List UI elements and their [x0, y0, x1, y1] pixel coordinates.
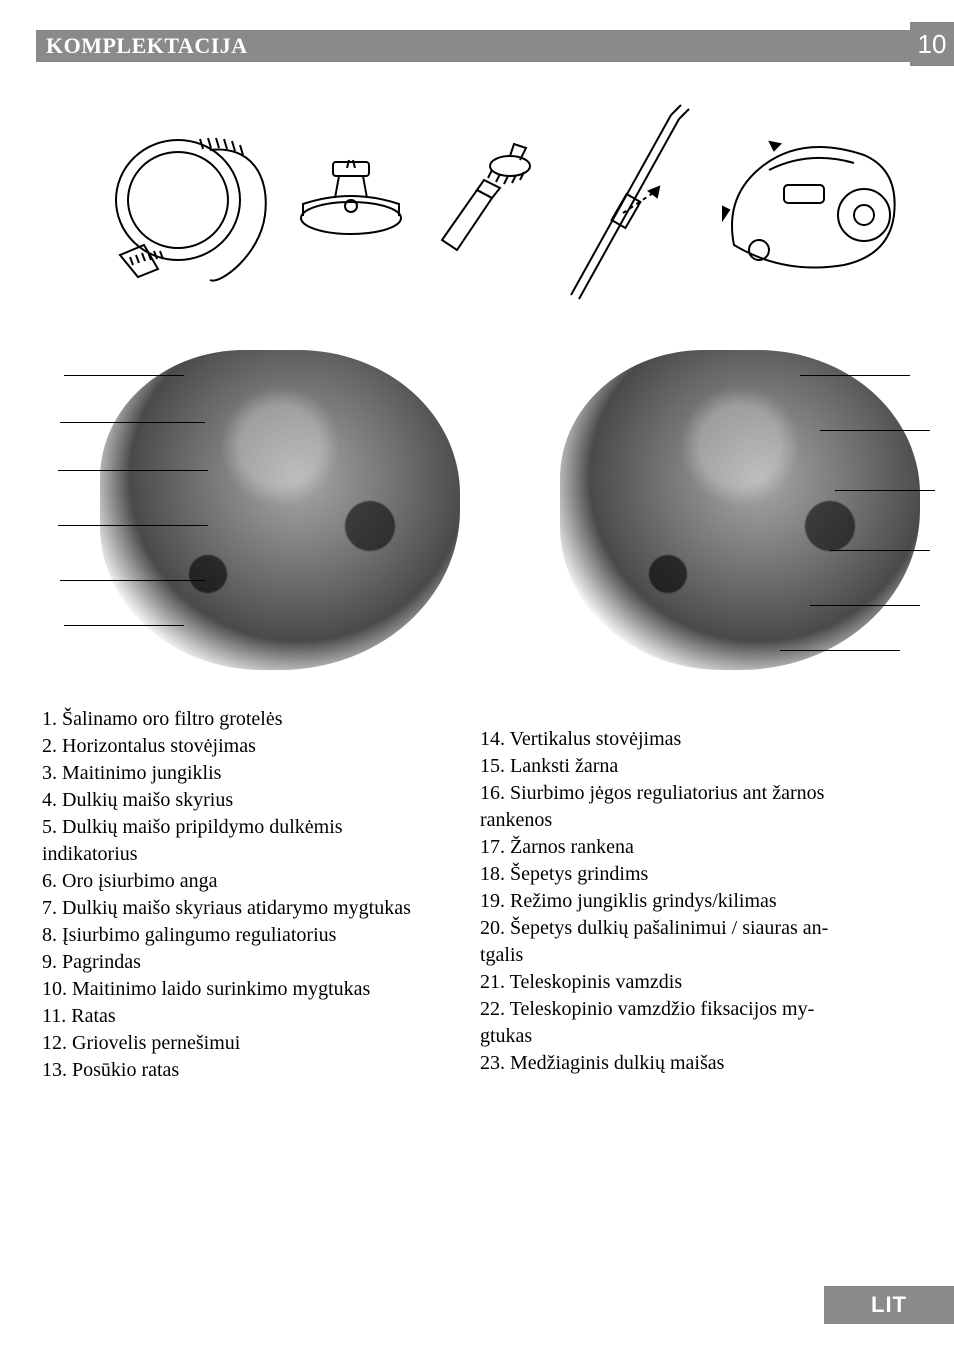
list-item: 15. Lanksti žarna [480, 753, 920, 780]
callout-line [830, 550, 930, 551]
language-code: LIT [871, 1292, 907, 1318]
floor-brush-icon [291, 140, 411, 260]
page-number-badge: 10 [910, 22, 954, 66]
callout-line [810, 605, 920, 606]
list-item: tgalis [480, 942, 920, 969]
list-item: 14. Vertikalus stovėjimas [480, 726, 920, 753]
list-item: 11. Ratas [42, 1003, 442, 1030]
section-header-bar: KOMPLEKTACIJA [36, 30, 954, 62]
list-item: gtukas [480, 1023, 920, 1050]
callout-line [58, 470, 208, 471]
list-item: 20. Šepetys dulkių pašalinimui / siauras… [480, 915, 920, 942]
list-item: 9. Pagrindas [42, 949, 442, 976]
list-item: 3. Maitinimo jungiklis [42, 760, 442, 787]
callout-line [60, 580, 205, 581]
telescopic-tube-icon [553, 95, 703, 305]
list-item: 17. Žarnos rankena [480, 834, 920, 861]
callout-line [820, 430, 930, 431]
list-item: 12. Griovelis pernešimui [42, 1030, 442, 1057]
list-item: 22. Teleskopinio vamzdžio fiksacijos my- [480, 996, 920, 1023]
hose-coil-icon [100, 105, 280, 295]
callout-line [835, 490, 935, 491]
parts-list-right: 14. Vertikalus stovėjimas 15. Lanksti ža… [480, 726, 920, 1077]
callout-line [60, 422, 205, 423]
callout-line [800, 375, 910, 376]
callout-line [58, 525, 208, 526]
page-number: 10 [918, 29, 947, 60]
language-tab: LIT [824, 1286, 954, 1324]
list-item: 5. Dulkių maišo pripildymo dulkėmis [42, 814, 442, 841]
list-item: 6. Oro įsiurbimo anga [42, 868, 442, 895]
crevice-and-brush-icon [422, 130, 542, 270]
list-item: 21. Teleskopinis vamzdis [480, 969, 920, 996]
accessory-illustrations-row [100, 95, 904, 305]
list-item: 13. Posūkio ratas [42, 1057, 442, 1084]
list-item: 23. Medžiaginis dulkių maišas [480, 1050, 920, 1077]
product-photo-rear [560, 350, 920, 670]
callout-line [64, 375, 184, 376]
section-title: KOMPLEKTACIJA [36, 33, 248, 59]
product-photo-front [100, 350, 460, 670]
list-item: 7. Dulkių maišo skyriaus atidarymo mygtu… [42, 895, 442, 922]
list-item: rankenos [480, 807, 920, 834]
vacuum-body-outline-icon [714, 115, 904, 285]
list-item: 8. Įsiurbimo galingumo reguliatorius [42, 922, 442, 949]
list-item: 19. Režimo jungiklis grindys/kilimas [480, 888, 920, 915]
list-item: 1. Šalinamo oro filtro grotelės [42, 706, 442, 733]
callout-line [780, 650, 900, 651]
list-item: 4. Dulkių maišo skyrius [42, 787, 442, 814]
list-item: 16. Siurbimo jėgos reguliatorius ant žar… [480, 780, 920, 807]
parts-list-left: 1. Šalinamo oro filtro grotelės 2. Horiz… [42, 706, 442, 1084]
callout-line [64, 625, 184, 626]
list-item: 18. Šepetys grindims [480, 861, 920, 888]
list-item: indikatorius [42, 841, 442, 868]
list-item: 10. Maitinimo laido surinkimo mygtukas [42, 976, 442, 1003]
list-item: 2. Horizontalus stovėjimas [42, 733, 442, 760]
